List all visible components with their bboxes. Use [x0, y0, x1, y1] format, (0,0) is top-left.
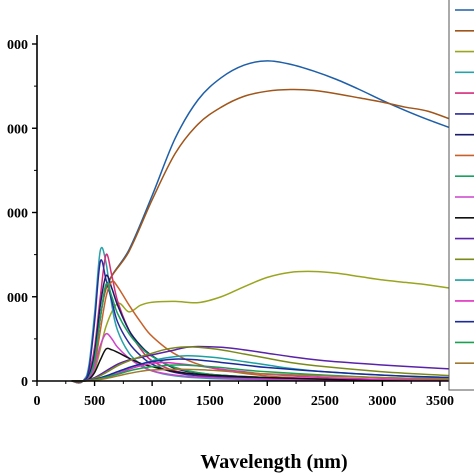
series-line-2 [71, 88, 464, 384]
x-tick-label: 2500 [311, 394, 339, 409]
series-line-12 [71, 345, 464, 382]
series-line-16 [71, 358, 464, 382]
y-tick-label: 000 [7, 207, 28, 222]
legend-items [455, 9, 474, 365]
series-line-3 [71, 270, 464, 383]
x-tick-label: 0 [34, 394, 41, 409]
series-line-13 [71, 346, 464, 382]
y-tick-label: 0 [21, 375, 28, 390]
legend-box [448, 0, 474, 391]
x-tick-label: 500 [84, 394, 105, 409]
x-tick-label: 1500 [196, 394, 224, 409]
axes-layer [36, 35, 463, 382]
series-line-4 [71, 246, 464, 383]
x-tick-label: 3500 [426, 394, 454, 409]
y-tick-label: 000 [7, 291, 28, 306]
legend [448, 0, 474, 391]
y-tick-label: 000 [7, 122, 28, 137]
y-tick-label: 000 [7, 38, 28, 53]
series-line-5 [71, 253, 464, 383]
series-line-18 [71, 368, 464, 382]
x-axis-title: Wavelength (nm) [200, 451, 347, 473]
series-layer [71, 60, 464, 384]
x-ticks: 0 500 1000 1500 2000 2500 3000 3500 [34, 381, 454, 409]
x-tick-label: 3000 [368, 394, 396, 409]
series-line-11 [71, 347, 464, 382]
x-tick-label: 1000 [138, 394, 166, 409]
x-tick-label: 2000 [253, 394, 281, 409]
